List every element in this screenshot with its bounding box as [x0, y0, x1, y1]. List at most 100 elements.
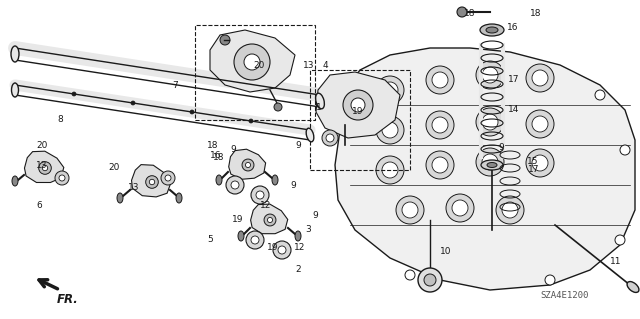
- Circle shape: [244, 54, 260, 70]
- Circle shape: [231, 181, 239, 189]
- Circle shape: [234, 44, 270, 80]
- Circle shape: [476, 61, 504, 89]
- Circle shape: [242, 159, 254, 171]
- Text: 12: 12: [294, 243, 305, 253]
- Ellipse shape: [11, 46, 19, 62]
- Circle shape: [273, 241, 291, 259]
- Circle shape: [38, 162, 51, 174]
- Text: 19: 19: [232, 216, 243, 225]
- Text: 6: 6: [36, 201, 42, 210]
- Circle shape: [249, 119, 253, 123]
- Ellipse shape: [216, 175, 222, 185]
- Ellipse shape: [12, 83, 19, 97]
- Circle shape: [59, 175, 65, 181]
- Circle shape: [532, 155, 548, 171]
- Circle shape: [526, 64, 554, 92]
- Circle shape: [496, 196, 524, 224]
- Circle shape: [418, 268, 442, 292]
- Circle shape: [165, 175, 171, 181]
- Circle shape: [278, 246, 286, 254]
- Circle shape: [476, 108, 504, 136]
- Ellipse shape: [238, 231, 244, 241]
- Ellipse shape: [117, 193, 123, 203]
- Text: 17: 17: [528, 166, 540, 174]
- Circle shape: [382, 162, 398, 178]
- Circle shape: [432, 117, 448, 133]
- Text: 9: 9: [295, 140, 301, 150]
- Text: 19: 19: [352, 108, 364, 116]
- Text: 1: 1: [316, 102, 322, 112]
- Text: 18: 18: [207, 140, 218, 150]
- Text: 20: 20: [36, 140, 47, 150]
- Circle shape: [482, 154, 498, 170]
- Ellipse shape: [480, 24, 504, 36]
- Circle shape: [246, 231, 264, 249]
- Circle shape: [55, 171, 69, 185]
- Circle shape: [476, 148, 504, 176]
- Polygon shape: [335, 48, 635, 290]
- Circle shape: [382, 82, 398, 98]
- Circle shape: [615, 235, 625, 245]
- Circle shape: [326, 134, 334, 142]
- Text: 2: 2: [295, 265, 301, 275]
- Circle shape: [376, 76, 404, 104]
- Text: 20: 20: [253, 61, 264, 70]
- Ellipse shape: [487, 162, 497, 167]
- Circle shape: [42, 165, 48, 171]
- Circle shape: [190, 110, 194, 114]
- Circle shape: [226, 176, 244, 194]
- Circle shape: [424, 274, 436, 286]
- Circle shape: [595, 90, 605, 100]
- Text: FR.: FR.: [57, 293, 79, 306]
- Circle shape: [146, 176, 158, 188]
- Circle shape: [426, 111, 454, 139]
- Text: 15: 15: [527, 158, 538, 167]
- Polygon shape: [210, 30, 295, 92]
- Circle shape: [402, 202, 418, 218]
- Text: 13: 13: [128, 183, 140, 192]
- Text: 9: 9: [312, 211, 317, 219]
- Text: 8: 8: [57, 115, 63, 124]
- Polygon shape: [24, 151, 64, 182]
- Circle shape: [452, 200, 468, 216]
- Text: 10: 10: [440, 248, 451, 256]
- Polygon shape: [132, 165, 171, 197]
- Ellipse shape: [176, 193, 182, 203]
- Ellipse shape: [12, 176, 18, 186]
- Circle shape: [343, 90, 373, 120]
- Circle shape: [251, 186, 269, 204]
- Ellipse shape: [272, 175, 278, 185]
- Text: 13: 13: [303, 61, 314, 70]
- Circle shape: [532, 116, 548, 132]
- Text: 18: 18: [464, 9, 476, 18]
- Circle shape: [360, 95, 370, 105]
- Circle shape: [526, 149, 554, 177]
- Circle shape: [545, 275, 555, 285]
- Text: 16: 16: [210, 151, 221, 160]
- Circle shape: [396, 196, 424, 224]
- Circle shape: [457, 7, 467, 17]
- Text: 16: 16: [507, 23, 518, 32]
- Circle shape: [405, 270, 415, 280]
- Text: 11: 11: [610, 257, 621, 266]
- Polygon shape: [251, 204, 288, 234]
- Circle shape: [432, 157, 448, 173]
- Circle shape: [482, 114, 498, 130]
- Text: 3: 3: [305, 226, 311, 234]
- Text: SZA4E1200: SZA4E1200: [540, 291, 588, 300]
- Text: 5: 5: [207, 235, 212, 244]
- Circle shape: [274, 103, 282, 111]
- Circle shape: [72, 92, 76, 96]
- Text: 13: 13: [36, 160, 47, 169]
- Polygon shape: [316, 72, 400, 138]
- Circle shape: [251, 236, 259, 244]
- Circle shape: [382, 122, 398, 138]
- Circle shape: [351, 98, 365, 112]
- Text: 20: 20: [108, 164, 120, 173]
- Circle shape: [220, 35, 230, 45]
- Text: 9: 9: [290, 181, 296, 189]
- Ellipse shape: [481, 160, 503, 170]
- Text: 12: 12: [260, 201, 271, 210]
- Text: 14: 14: [508, 106, 520, 115]
- Circle shape: [532, 70, 548, 86]
